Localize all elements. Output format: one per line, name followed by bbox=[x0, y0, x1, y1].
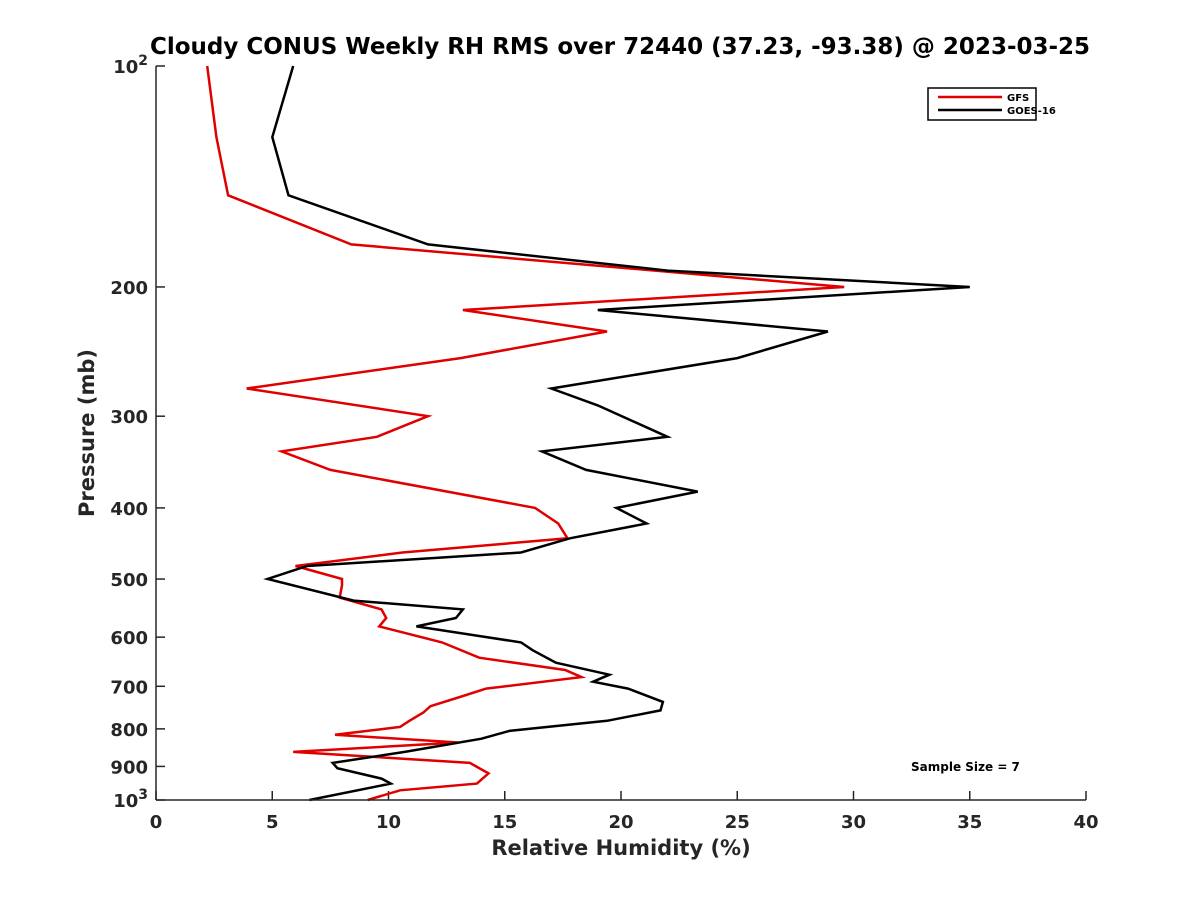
series-line-goes16 bbox=[263, 65, 970, 802]
x-tick-label: 30 bbox=[841, 812, 866, 833]
series-line-gfs bbox=[205, 65, 845, 802]
y-tick-label: 800 bbox=[110, 720, 148, 741]
legend-label-goes16: GOES-16 bbox=[1007, 106, 1056, 117]
legend-label-gfs: GFS bbox=[1007, 93, 1029, 104]
y-tick-label: 700 bbox=[110, 677, 148, 698]
y-tick-label: 400 bbox=[110, 499, 148, 520]
y-tick-label: 500 bbox=[110, 570, 148, 591]
x-tick-label: 10 bbox=[376, 812, 401, 833]
x-tick-label: 5 bbox=[266, 812, 279, 833]
sample-size-annotation: Sample Size = 7 bbox=[911, 760, 1020, 774]
y-tick-label: 300 bbox=[110, 407, 148, 428]
y-tick-label: 600 bbox=[110, 628, 148, 649]
x-tick-label: 15 bbox=[492, 812, 517, 833]
x-tick-label: 40 bbox=[1073, 812, 1098, 833]
x-axis-label: Relative Humidity (%) bbox=[491, 836, 750, 860]
series-lines bbox=[205, 65, 970, 802]
y-tick-label: 900 bbox=[110, 757, 148, 778]
y-axis-label: Pressure (mb) bbox=[75, 349, 99, 517]
x-tick-label: 0 bbox=[150, 812, 163, 833]
x-tick-label: 25 bbox=[725, 812, 750, 833]
y-axis-ticks: 102 200 300 400 500 600 700 800 900 103 bbox=[110, 53, 165, 812]
y-tick-label: 102 bbox=[113, 53, 148, 78]
legend: GFS GOES-16 bbox=[927, 87, 1056, 121]
y-tick-label: 103 bbox=[113, 787, 148, 812]
y-tick-label: 200 bbox=[110, 278, 148, 299]
x-tick-label: 20 bbox=[608, 812, 633, 833]
x-axis-ticks: 0 5 10 15 20 25 30 35 40 bbox=[150, 791, 1099, 833]
chart-title: Cloudy CONUS Weekly RH RMS over 72440 (3… bbox=[150, 34, 1090, 60]
x-tick-label: 35 bbox=[957, 812, 982, 833]
legend-box bbox=[927, 87, 1037, 121]
